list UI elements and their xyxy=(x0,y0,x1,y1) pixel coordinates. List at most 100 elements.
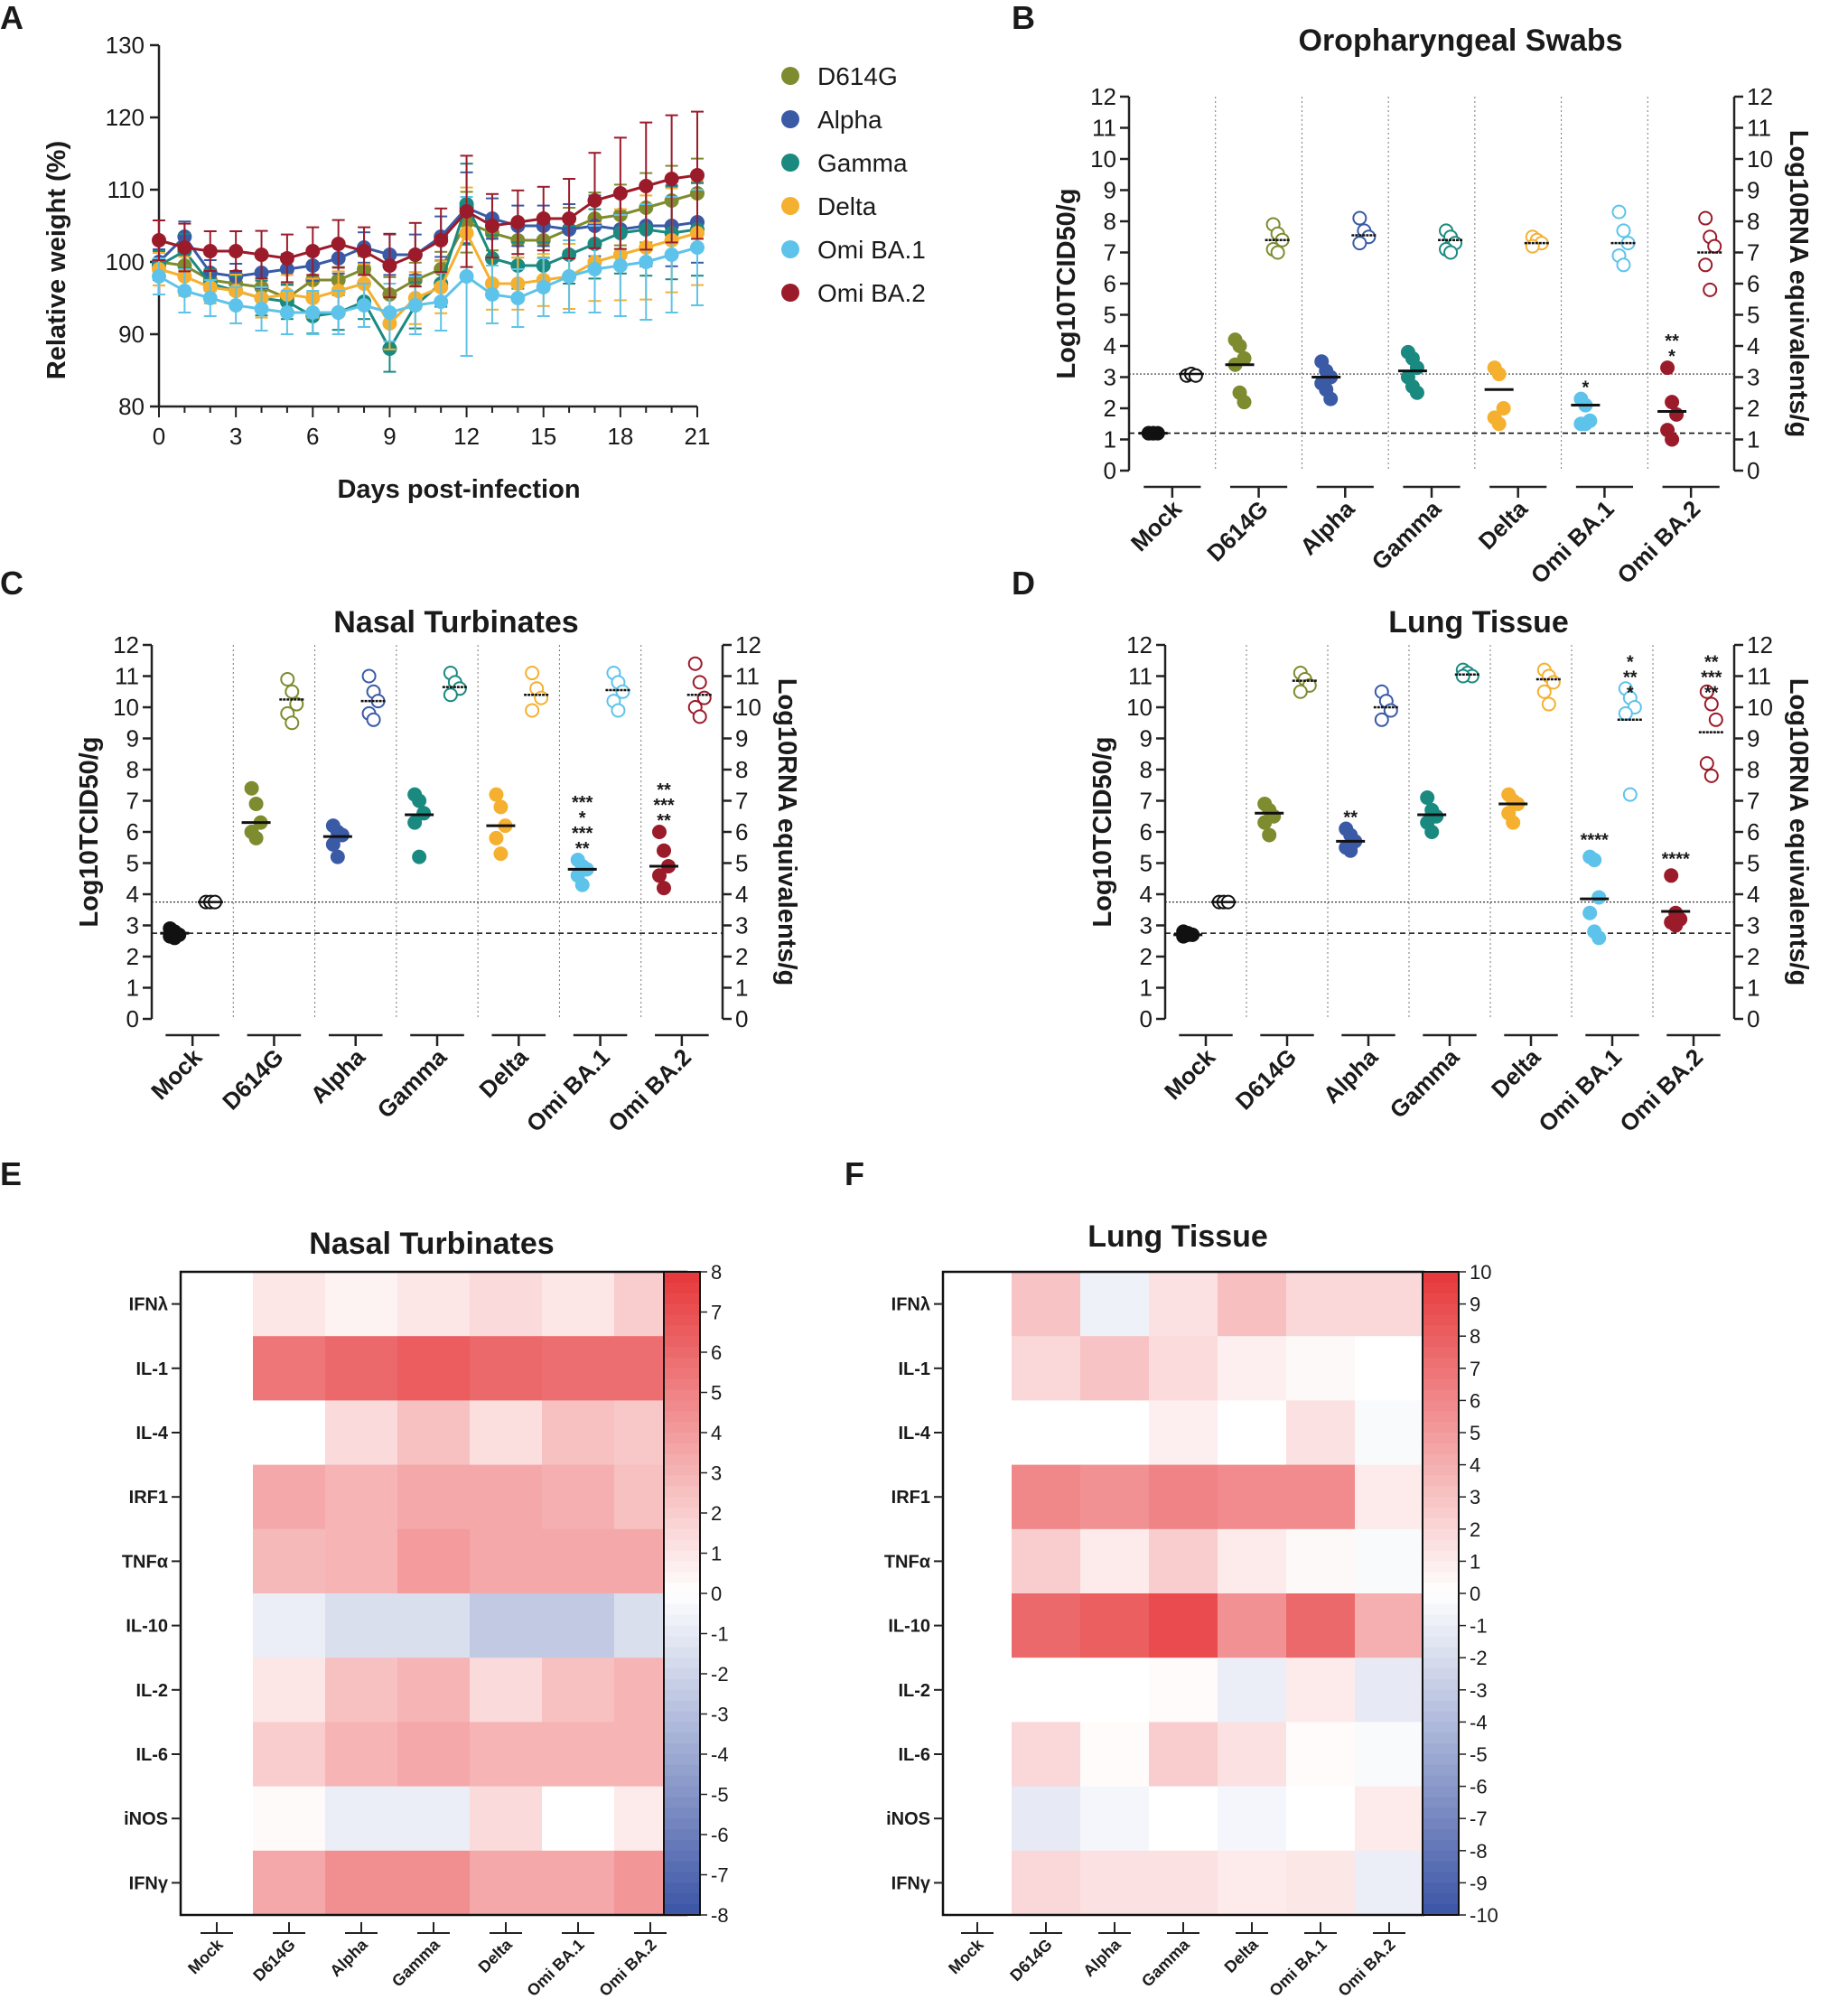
panel-e-colorbar-label: -2 xyxy=(711,1663,729,1686)
panel-f-colorbar-label: -6 xyxy=(1470,1776,1488,1798)
panel-e-colorbar-segment xyxy=(664,1368,700,1380)
panel-f-cell xyxy=(1149,1786,1218,1852)
panel-d-gamma-titer-point xyxy=(1424,825,1440,839)
panel-e-colorbar-segment xyxy=(664,1754,700,1766)
panel-b-omi-ba-1-significance: * xyxy=(1582,378,1589,398)
panel-d-omi-ba-1-significance: * xyxy=(1627,652,1634,672)
panel-f-colorbar-segment xyxy=(1423,1658,1459,1669)
panel-e-cell xyxy=(542,1336,615,1401)
panel-f-cell xyxy=(1218,1400,1287,1466)
panel-e-colorbar-segment xyxy=(664,1647,700,1658)
panel-b-right-tick-label: 12 xyxy=(1747,83,1773,110)
panel-f-colorbar-label: 9 xyxy=(1470,1294,1480,1316)
panel-f-colorbar-label: -10 xyxy=(1470,1904,1498,1927)
panel-e-colorbar-label: -6 xyxy=(711,1824,729,1846)
panel-e-colorbar-label: -8 xyxy=(711,1904,729,1927)
panel-c-right-tick-label: 8 xyxy=(735,756,748,783)
panel-f-colorbar-segment xyxy=(1423,1797,1459,1808)
panel-a-omi-ba-1-point xyxy=(202,291,218,305)
panel-e-cell xyxy=(325,1850,398,1916)
panel-f-cell xyxy=(1286,1400,1356,1466)
panel-e-colorbar-segment xyxy=(664,1603,700,1616)
panel-a-omi-ba-2-point xyxy=(177,240,192,255)
panel-e-colorbar-segment xyxy=(664,1797,700,1808)
panel-e-cell xyxy=(325,1593,398,1658)
panel-b-delta-titer-point xyxy=(1491,416,1507,432)
panel-a-omi-ba-1-point xyxy=(459,269,474,284)
panel-e-row-label-il-10: IL-10 xyxy=(126,1617,168,1637)
panel-b-omi-ba-2-rna-point xyxy=(1707,238,1722,254)
panel-f-cell xyxy=(1149,1336,1218,1401)
panel-b-right-tick-label: 5 xyxy=(1747,302,1759,329)
panel-b-left-tick-label: 6 xyxy=(1104,270,1116,297)
panel-f-cell xyxy=(1355,1528,1424,1594)
panel-d-left-tick-label: 12 xyxy=(1126,631,1153,658)
panel-a-omi-ba-2-line xyxy=(158,173,698,267)
panel-d-category-label-gamma: Gamma xyxy=(1385,1043,1465,1124)
panel-a-omi-ba-1-point xyxy=(331,305,346,320)
panel-d-omi-ba-2-rna-point xyxy=(1703,768,1719,783)
panel-f-cell xyxy=(1286,1528,1356,1594)
panel-c-title: Nasal Turbinates xyxy=(333,605,578,640)
panel-f-cell xyxy=(1149,1272,1218,1337)
panel-e-row-label-irf1: IRF1 xyxy=(129,1488,168,1508)
panel-b-right-tick-label: 1 xyxy=(1747,426,1759,453)
panel-d-omi-ba-2-titer-point xyxy=(1664,868,1679,883)
panel-f-colorbar-segment xyxy=(1423,1700,1459,1713)
panel-f-colorbar-segment xyxy=(1423,1625,1459,1638)
panel-f-colorbar-segment xyxy=(1423,1378,1459,1391)
panel-b-category-label-mock: Mock xyxy=(1125,495,1188,557)
panel-a-omi-ba-1-point xyxy=(639,255,654,269)
panel-e-colorbar-label: 1 xyxy=(711,1543,722,1565)
panel-d-right-tick-label: 9 xyxy=(1747,725,1759,752)
panel-e-colorbar-segment xyxy=(664,1732,700,1744)
panel-e-row-label-inos: iNOS xyxy=(124,1809,168,1829)
panel-f-cell xyxy=(1286,1593,1356,1658)
panel-b-left-tick-label: 8 xyxy=(1104,208,1116,235)
panel-c-d614g-titer-point xyxy=(244,780,259,796)
panel-d-right-tick-label: 7 xyxy=(1747,788,1759,815)
panel-a-omi-ba-1-point xyxy=(382,305,397,320)
panel-d-category-label-omi-ba-1: Omi BA.1 xyxy=(1533,1043,1627,1137)
panel-c-left-tick-label: 5 xyxy=(126,850,139,877)
panel-a-omi-ba-2-point xyxy=(305,244,321,258)
panel-e-cell xyxy=(253,1658,326,1723)
panel-a-omi-ba-1-point xyxy=(229,298,244,313)
panel-e-colorbar-segment xyxy=(664,1668,700,1680)
panel-f-cell xyxy=(943,1464,1013,1530)
panel-e-colorbar-segment xyxy=(664,1486,700,1498)
panel-a-omi-ba-1-point xyxy=(279,305,294,320)
panel-d-omi-ba-2-significance: ** xyxy=(1704,683,1719,703)
panel-e-colorbar-segment xyxy=(664,1818,700,1830)
panel-a-line-chart: 80 90 100 110 120 130 0 3 6 9 12 15 18 21 D614G Alpha Ga… xyxy=(106,32,926,450)
panel-e-colorbar-label: 6 xyxy=(711,1341,722,1364)
panel-b-category-label-delta: Delta xyxy=(1473,495,1534,556)
panel-f-cell xyxy=(1012,1593,1081,1658)
panel-e-colorbar-segment xyxy=(664,1282,700,1294)
panel-e-colorbar-segment xyxy=(664,1508,700,1519)
panel-b-right-tick-label: 0 xyxy=(1747,457,1759,484)
panel-a-legend-label-alpha: Alpha xyxy=(817,106,882,134)
panel-c-left-tick-label: 10 xyxy=(113,694,139,721)
panel-f-cell xyxy=(1012,1722,1081,1788)
panel-f-colorbar-segment xyxy=(1423,1732,1459,1744)
panel-e-colorbar-segment xyxy=(664,1904,700,1916)
panel-f-cell xyxy=(1355,1464,1424,1530)
panel-f-colorbar-segment xyxy=(1423,1508,1459,1519)
panel-b-right-tick-label: 9 xyxy=(1747,177,1759,204)
panel-d-gamma-titer-point xyxy=(1420,790,1435,806)
panel-e-colorbar-segment xyxy=(664,1872,700,1883)
panel-b-omi-ba-2-rna-point xyxy=(1698,210,1713,226)
panel-e-colorbar-segment xyxy=(664,1614,700,1627)
panel-c-delta-rna-point xyxy=(525,703,540,718)
panel-b-right-tick-label: 4 xyxy=(1747,332,1759,360)
panel-e-row-label-il-1: IL-1 xyxy=(135,1359,168,1379)
panel-e-colorbar-segment xyxy=(664,1678,700,1691)
panel-d-gamma-rna-point xyxy=(1455,668,1470,684)
panel-c-category-label-alpha: Alpha xyxy=(305,1043,371,1109)
panel-c-alpha-titer-point xyxy=(325,836,341,852)
panel-b-omi-ba-2-significance: * xyxy=(1668,347,1675,367)
panel-c-right-tick-label: 3 xyxy=(735,912,748,939)
panel-f-colorbar-segment xyxy=(1423,1668,1459,1680)
panel-b-category-label-alpha: Alpha xyxy=(1294,495,1360,561)
